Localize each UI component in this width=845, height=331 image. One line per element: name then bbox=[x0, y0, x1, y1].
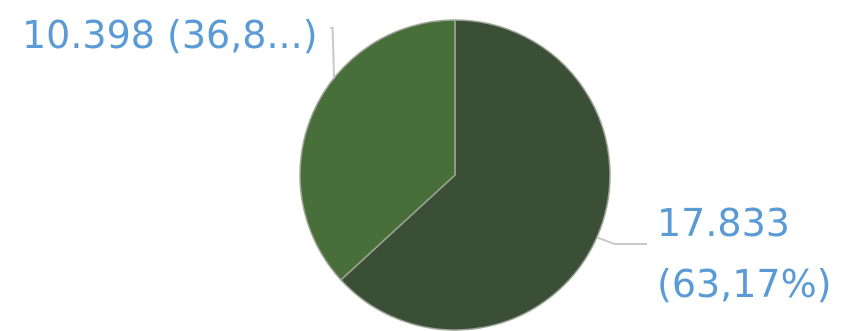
data-label-slice-1-line-1: 17.833 bbox=[657, 201, 790, 245]
data-labels: 17.833 (63,17%) 10.398 (36,8...) bbox=[22, 13, 832, 306]
data-label-slice-2: 10.398 (36,8...) bbox=[22, 13, 318, 57]
leader-line-slice-1 bbox=[596, 236, 647, 245]
pie-slice-2 bbox=[299, 19, 456, 281]
pie-slice-1 bbox=[339, 19, 611, 331]
pie-slices bbox=[299, 19, 611, 331]
data-label-slice-1-line-2: (63,17%) bbox=[657, 262, 832, 306]
leader-line-slice-2 bbox=[330, 27, 336, 79]
leader-lines bbox=[330, 27, 647, 245]
